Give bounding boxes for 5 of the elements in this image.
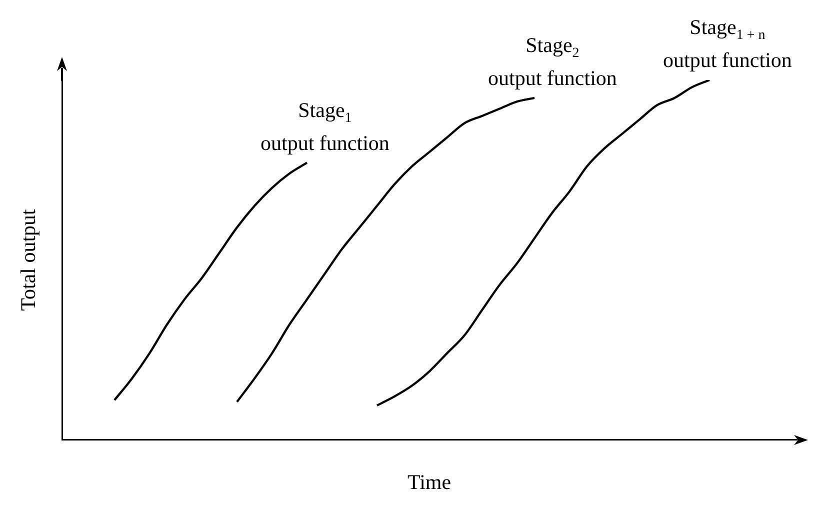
series-label: Stage$_{2}$ output function: [488, 32, 617, 90]
x-axis-title: Time: [408, 470, 452, 494]
series-label: Stage$_{1 + n}$ output function: [663, 15, 792, 72]
series-label: Stage$_{1}$ output function: [260, 98, 390, 155]
y-axis-title: Total output: [16, 208, 40, 311]
